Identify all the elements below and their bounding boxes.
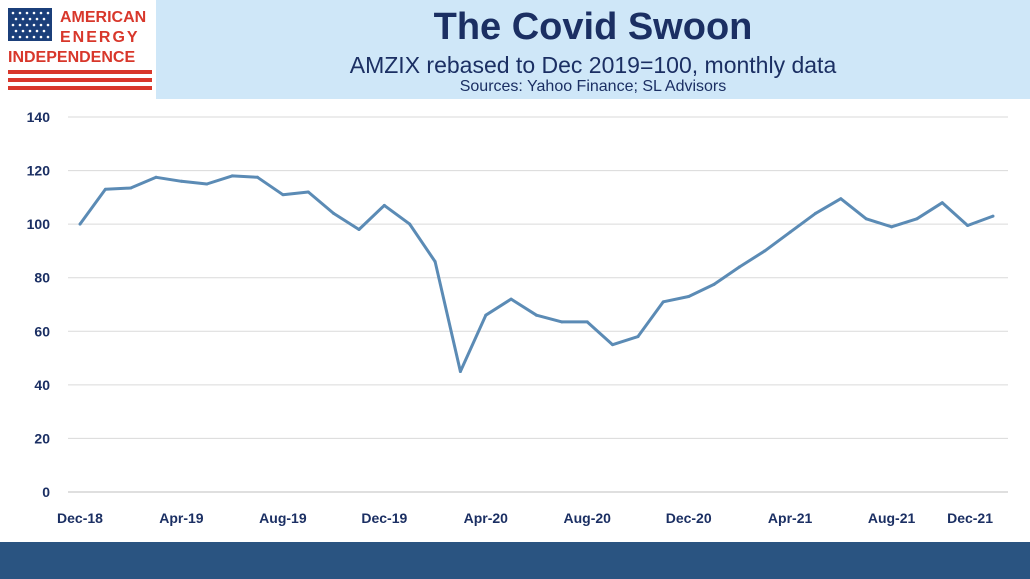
data-point bbox=[179, 179, 183, 183]
x-tick-label: Aug-20 bbox=[563, 510, 611, 526]
logo-stripe bbox=[8, 70, 152, 74]
data-point bbox=[306, 190, 310, 194]
header-banner: The Covid Swoon AMZIX rebased to Dec 201… bbox=[156, 0, 1030, 99]
data-point bbox=[281, 193, 285, 197]
x-tick-label: Apr-19 bbox=[159, 510, 204, 526]
y-tick-label: 60 bbox=[34, 323, 50, 339]
data-point bbox=[636, 335, 640, 339]
data-point bbox=[205, 182, 209, 186]
y-tick-label: 40 bbox=[34, 377, 50, 393]
logo-line2: ENERGY bbox=[60, 29, 140, 46]
data-point bbox=[154, 175, 158, 179]
logo-line1: AMERICAN bbox=[60, 9, 146, 26]
data-point bbox=[230, 174, 234, 178]
logo-flag-stars bbox=[11, 11, 50, 39]
data-point bbox=[864, 217, 868, 221]
x-tick-label: Aug-19 bbox=[259, 510, 307, 526]
data-point bbox=[813, 211, 817, 215]
data-point bbox=[687, 294, 691, 298]
data-point bbox=[408, 222, 412, 226]
data-point bbox=[585, 320, 589, 324]
data-point bbox=[78, 222, 82, 226]
data-point bbox=[712, 282, 716, 286]
logo-stripe bbox=[8, 78, 152, 82]
chart-subtitle: AMZIX rebased to Dec 2019=100, monthly d… bbox=[349, 52, 837, 78]
data-point bbox=[915, 217, 919, 221]
x-tick-label: Dec-19 bbox=[361, 510, 407, 526]
logo-stripe bbox=[8, 86, 152, 90]
data-point bbox=[966, 223, 970, 227]
data-point bbox=[332, 211, 336, 215]
series-line bbox=[78, 174, 994, 373]
x-tick-label: Dec-18 bbox=[57, 510, 103, 526]
grid-lines bbox=[68, 116, 1008, 493]
data-point bbox=[103, 187, 107, 191]
data-point bbox=[382, 203, 386, 207]
y-tick-label: 100 bbox=[27, 216, 51, 232]
y-tick-label: 140 bbox=[27, 109, 51, 125]
logo-graphic: AMERICAN ENERGY INDEPENDENCE bbox=[8, 8, 152, 90]
footer-bar bbox=[0, 542, 1030, 579]
x-axis-ticks: Dec-18 Apr-19 Aug-19 Dec-19 Apr-20 Aug-20 Dec-… bbox=[57, 510, 993, 526]
data-point bbox=[129, 186, 133, 190]
chart-sources: Sources: Yahoo Finance; SL Advisors bbox=[459, 78, 727, 95]
data-point bbox=[509, 297, 513, 301]
data-point bbox=[484, 313, 488, 317]
logo-flag-canton bbox=[8, 8, 52, 41]
y-tick-label: 120 bbox=[27, 163, 51, 179]
y-tick-label: 80 bbox=[34, 270, 50, 286]
x-tick-label: Dec-20 bbox=[666, 510, 712, 526]
y-tick-label: 20 bbox=[34, 430, 50, 446]
data-point bbox=[560, 320, 564, 324]
data-point bbox=[357, 228, 361, 231]
data-point bbox=[991, 214, 995, 218]
data-point bbox=[535, 313, 538, 317]
data-point bbox=[433, 260, 437, 264]
x-tick-label: Apr-21 bbox=[768, 510, 813, 526]
data-point bbox=[256, 175, 260, 179]
data-point bbox=[763, 249, 767, 253]
y-tick-label: 0 bbox=[42, 484, 50, 500]
chart-title: The Covid Swoon bbox=[433, 6, 753, 48]
data-point bbox=[611, 343, 615, 347]
data-point bbox=[458, 369, 462, 373]
data-point bbox=[839, 197, 843, 201]
data-point bbox=[661, 300, 665, 304]
x-tick-label: Apr-20 bbox=[464, 510, 509, 526]
series-group bbox=[78, 174, 995, 373]
y-axis-ticks: 0 20 40 60 80 100 120 140 bbox=[27, 109, 51, 500]
data-point bbox=[940, 201, 944, 205]
x-tick-label: Dec-21 bbox=[947, 510, 993, 526]
logo: AMERICAN ENERGY INDEPENDENCE bbox=[0, 0, 156, 98]
logo-line3: INDEPENDENCE bbox=[8, 49, 135, 66]
data-point bbox=[737, 265, 741, 269]
x-tick-label: Aug-21 bbox=[868, 510, 916, 526]
data-point bbox=[788, 230, 792, 234]
data-point bbox=[890, 225, 894, 229]
